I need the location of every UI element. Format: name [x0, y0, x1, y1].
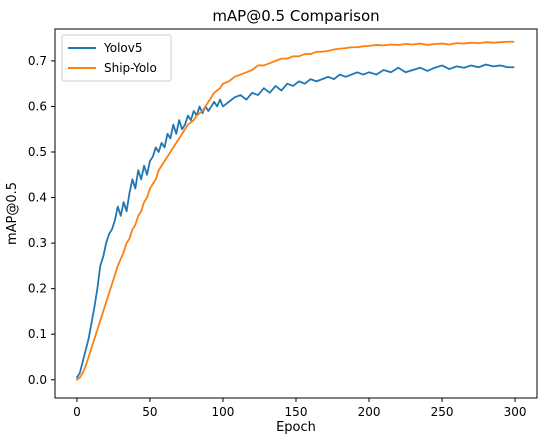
series-line-yolov5	[76, 63, 515, 379]
series-line-ship-yolo	[76, 40, 515, 381]
x-tick-label: 250	[431, 405, 454, 419]
y-tick-label: 0.4	[28, 191, 47, 205]
y-axis: 0.0 0.1 0.2 0.3 0.4 0.5 0.6 0.7	[28, 54, 55, 387]
x-tick-label: 150	[285, 405, 308, 419]
x-axis: 0 50 100 150 200 250 300	[73, 398, 527, 419]
y-tick-label: 0.3	[28, 236, 47, 250]
y-axis-title: mAP@0.5	[5, 182, 20, 245]
y-tick-label: 0.6	[28, 99, 47, 113]
legend-label-yolov5: Yolov5	[103, 41, 143, 55]
y-tick-label: 0.0	[28, 373, 47, 387]
y-tick-label: 0.2	[28, 282, 47, 296]
x-axis-title: Epoch	[276, 420, 316, 435]
x-tick-label: 100	[212, 405, 235, 419]
x-tick-label: 50	[142, 405, 157, 419]
plot-group: 0 50 100 150 200 250 300 0.0 0.1 0.2 0.3 0.4 0.5 0.6…	[28, 28, 538, 419]
series-group	[76, 40, 515, 381]
chart-title: mAP@0.5 Comparison	[212, 7, 379, 25]
legend: Yolov5 Ship-Yolo	[61, 34, 172, 82]
y-tick-label: 0.7	[28, 54, 47, 68]
x-tick-label: 300	[504, 405, 527, 419]
y-tick-label: 0.1	[28, 327, 47, 341]
legend-label-ship-yolo: Ship-Yolo	[104, 61, 157, 75]
x-tick-label: 0	[73, 405, 81, 419]
legend-box	[61, 34, 172, 82]
x-tick-label: 200	[358, 405, 381, 419]
y-tick-label: 0.5	[28, 145, 47, 159]
